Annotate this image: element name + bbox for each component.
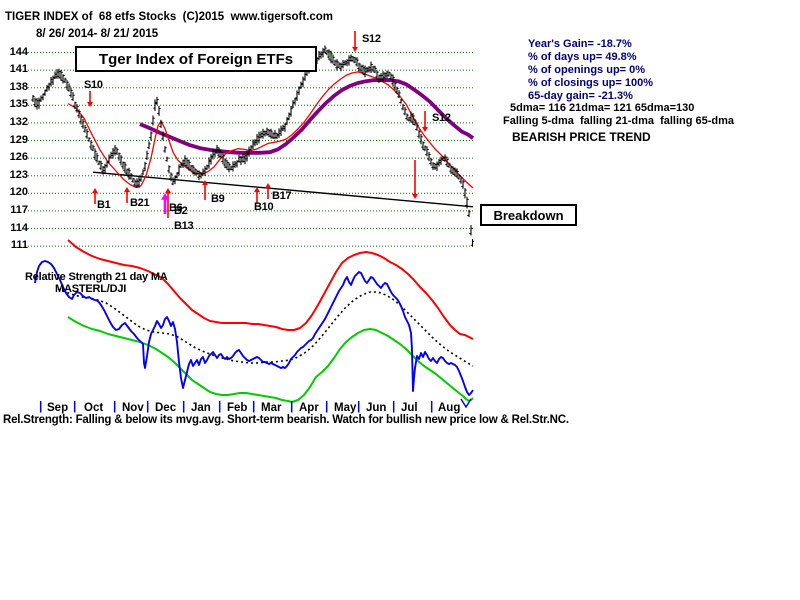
- month-label-jan: Jan: [191, 402, 211, 414]
- stat-openings-up: % of openings up= 0%: [528, 64, 646, 76]
- month-label-nov: Nov: [122, 402, 144, 414]
- breakdown-callout-box: Breakdown: [480, 204, 577, 226]
- trend-verdict: BEARISH PRICE TREND: [512, 130, 651, 144]
- month-tick: |: [113, 399, 117, 413]
- month-tick: |: [357, 399, 361, 413]
- y-axis-label: 132: [9, 115, 28, 128]
- stat-65day-gain: 65-day gain= -21.3%: [528, 90, 633, 102]
- 65dma-line: [139, 78, 475, 155]
- 21dma-line: [67, 71, 474, 189]
- rs-panel-title: Relative Strength 21 day MA: [25, 271, 168, 283]
- month-tick: |: [146, 399, 150, 413]
- price-bars: [31, 45, 475, 247]
- month-label-apr: Apr: [299, 402, 319, 414]
- month-tick: |: [39, 399, 43, 413]
- month-tick: |: [252, 399, 256, 413]
- month-label-dec: Dec: [155, 402, 177, 414]
- dma-values: 5dma= 116 21dma= 121 65dma=130: [510, 102, 695, 114]
- descending-trendline: [92, 171, 474, 208]
- sell-signal-label: S12: [362, 33, 381, 45]
- y-axis-label: 129: [9, 133, 28, 146]
- month-label-sep: Sep: [47, 402, 69, 414]
- rs-lower-band: [67, 316, 474, 403]
- month-tick: |: [182, 399, 186, 413]
- rs-upper-band: [67, 239, 474, 340]
- analysis-footer: Rel.Strength: Falling & below its mvg.av…: [3, 414, 569, 426]
- month-label-aug: Aug: [438, 402, 461, 414]
- y-axis-label: 138: [9, 80, 28, 93]
- y-axis-label: 120: [9, 186, 28, 199]
- signal-label-overlap: B13: [174, 220, 194, 232]
- stat-years-gain: Year's Gain= -18.7%: [528, 38, 632, 50]
- month-label-jul: Jul: [401, 402, 418, 414]
- y-axis-label: 111: [10, 239, 28, 252]
- page-title: TIGER INDEX of 68 etfs Stocks (C)2015 ww…: [5, 11, 334, 23]
- y-axis-label: 141: [9, 63, 28, 76]
- stat-days-up: % of days up= 49.8%: [528, 51, 637, 63]
- y-axis-label: 114: [10, 221, 28, 234]
- signal-arrows: [87, 31, 428, 218]
- stat-closings-up: % of closings up= 100%: [528, 77, 654, 89]
- sell-signal-label: S10: [84, 79, 103, 91]
- month-tick: |: [218, 399, 222, 413]
- month-label-mar: Mar: [261, 402, 282, 414]
- signal-label-overlap: B6: [169, 202, 183, 214]
- month-tick: |: [73, 399, 77, 413]
- breakdown-label: Breakdown: [493, 207, 564, 223]
- month-tick: |: [325, 399, 329, 413]
- month-label-feb: Feb: [227, 402, 248, 414]
- month-tick: |: [290, 399, 294, 413]
- y-axis-label: 144: [9, 45, 28, 58]
- dma-direction: Falling 5-dma falling 21-dma falling 65-…: [503, 115, 735, 127]
- month-tick: |: [430, 399, 434, 413]
- y-axis-label: 126: [9, 151, 28, 164]
- rs-line: [34, 260, 474, 396]
- month-label-oct: Oct: [84, 402, 104, 414]
- month-label-may: May: [334, 402, 357, 414]
- month-label-jun: Jun: [366, 402, 387, 414]
- signal-label-overlap: B2: [174, 205, 188, 217]
- y-axis-label: 135: [9, 98, 28, 111]
- buy-signal-label: B10: [254, 201, 274, 213]
- rs-end-marker: [460, 398, 472, 409]
- buy-signal-label: B9: [211, 193, 225, 205]
- month-tick: |: [392, 399, 396, 413]
- y-axis-label: 123: [9, 168, 28, 181]
- buy-signal-label: B17: [272, 190, 292, 202]
- index-name-box: Tger Index of Foreign ETFs: [75, 46, 317, 72]
- buy-signal-label: B1: [97, 199, 111, 211]
- buy-signal-label: B21: [130, 197, 150, 209]
- rs-panel-subtitle: MASTERL/DJI: [55, 283, 127, 295]
- index-name-label: Tger Index of Foreign ETFs: [98, 50, 294, 68]
- sell-signal-label: S12: [432, 112, 451, 124]
- y-axis-label: 117: [10, 203, 28, 216]
- date-range: 8/ 26/ 2014- 8/ 21/ 2015: [36, 28, 159, 40]
